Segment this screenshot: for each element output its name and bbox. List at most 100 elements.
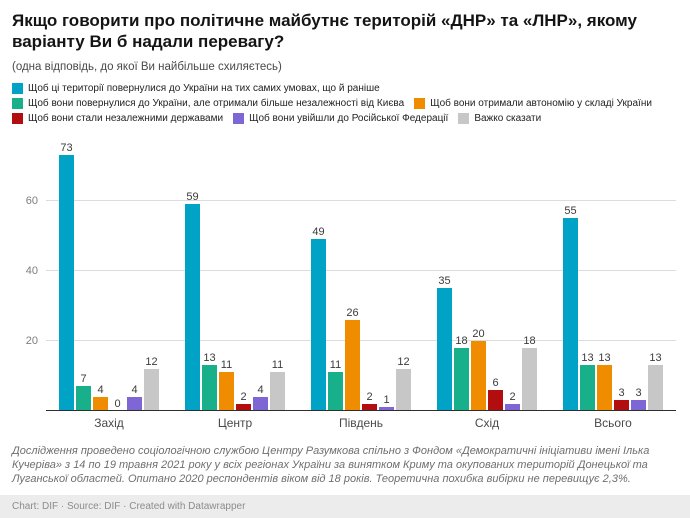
legend-item: Щоб вони отримали автономію у складі Укр… xyxy=(414,97,652,109)
bar-wrapper: 11 xyxy=(328,359,343,411)
bar xyxy=(563,218,578,411)
attribution-bar: Chart: DIF · Source: DIF · Created with … xyxy=(0,495,690,518)
y-axis-tick-label: 20 xyxy=(25,334,38,347)
bar xyxy=(379,407,394,411)
bar xyxy=(127,396,142,411)
bar-value-label: 35 xyxy=(438,275,451,287)
legend-label: Щоб вони стали незалежними державами xyxy=(28,112,224,124)
bar-wrapper: 2 xyxy=(362,391,377,411)
bar-value-label: 4 xyxy=(131,383,138,396)
bar xyxy=(580,365,595,411)
bar-group: 59 13 11 2 4 11 xyxy=(172,138,298,411)
bar-wrapper: 11 xyxy=(270,359,285,411)
bar-value-label: 11 xyxy=(271,359,284,371)
bar-wrapper: 26 xyxy=(345,307,360,411)
bar-value-label: 6 xyxy=(492,376,499,389)
footnote: Дослідження проведено соціологічною служ… xyxy=(12,444,650,486)
legend-item: Щоб ці території повернулися до України … xyxy=(12,82,380,94)
bar-value-label: 4 xyxy=(97,383,104,396)
legend-swatch xyxy=(233,112,245,124)
bar-wrapper: 49 xyxy=(311,226,326,411)
bar xyxy=(362,403,377,411)
bar-value-label: 7 xyxy=(80,373,87,385)
bar-groups: 73 7 4 0 4 12 59 13 11 2 4 11 49 11 26 2 1 12 35 18 20 6 2 18 55… xyxy=(46,138,676,411)
legend-item: Щоб вони увійшли до Російської Федерації xyxy=(233,112,449,124)
x-axis-label: Всього xyxy=(594,415,632,430)
bar-group: 49 11 26 2 1 12 xyxy=(298,138,424,411)
bar-value-label: 12 xyxy=(145,355,158,368)
bar-value-label: 2 xyxy=(240,390,247,403)
bar-value-label: 13 xyxy=(598,352,611,364)
bar xyxy=(597,365,612,411)
bar xyxy=(522,347,537,411)
bar xyxy=(59,155,74,411)
bar-wrapper: 13 xyxy=(648,352,663,411)
bar xyxy=(505,403,520,411)
gridline xyxy=(46,339,676,341)
legend-label: Важко сказати xyxy=(474,112,542,124)
y-axis-tick-label: 40 xyxy=(25,264,38,277)
legend-swatch xyxy=(458,112,470,124)
bar-wrapper: 4 xyxy=(93,384,108,411)
bar xyxy=(253,396,268,411)
bar-value-label: 3 xyxy=(618,387,625,399)
bar-wrapper: 55 xyxy=(563,205,578,411)
bar xyxy=(631,400,646,411)
bar-value-label: 2 xyxy=(366,390,373,403)
bar-value-label: 1 xyxy=(383,394,390,406)
bar-value-label: 49 xyxy=(312,226,325,238)
bar-wrapper: 0 xyxy=(110,398,125,411)
legend-label: Щоб вони повернулися до України, але отр… xyxy=(28,97,405,109)
bar-wrapper: 1 xyxy=(379,394,394,411)
bar xyxy=(396,368,411,411)
bar-value-label: 11 xyxy=(329,359,342,371)
bar-wrapper: 73 xyxy=(59,142,74,411)
bar-wrapper: 18 xyxy=(522,335,537,411)
bar xyxy=(202,365,217,411)
bar-wrapper: 6 xyxy=(488,377,503,411)
bar-value-label: 18 xyxy=(455,334,468,347)
bar-wrapper: 20 xyxy=(471,328,486,411)
legend-swatch xyxy=(414,97,426,109)
bar-value-label: 2 xyxy=(509,390,516,403)
x-axis-label: Центр xyxy=(217,415,253,430)
chart-card: Якщо говорити про політичне майбутнє тер… xyxy=(12,11,678,486)
bar-wrapper: 4 xyxy=(253,384,268,411)
bar xyxy=(328,372,343,411)
bar xyxy=(648,365,663,411)
bar-group: 35 18 20 6 2 18 xyxy=(424,138,550,411)
bar-wrapper: 13 xyxy=(202,352,217,411)
bar xyxy=(93,396,108,411)
bar-value-label: 13 xyxy=(203,352,216,364)
bar xyxy=(236,403,251,411)
bar-value-label: 12 xyxy=(397,355,410,368)
legend-label: Щоб ці території повернулися до України … xyxy=(28,82,380,94)
bar-wrapper: 11 xyxy=(219,359,234,411)
bar-value-label: 13 xyxy=(649,352,662,364)
legend-item: Важко сказати xyxy=(458,112,542,124)
x-axis-baseline xyxy=(46,409,676,411)
bar xyxy=(454,347,469,411)
legend-swatch xyxy=(12,82,23,94)
bar-wrapper: 3 xyxy=(614,387,629,411)
bar-group: 73 7 4 0 4 12 xyxy=(46,138,172,411)
bar-group: 55 13 13 3 3 13 xyxy=(550,138,676,411)
legend: Щоб ці території повернулися до України … xyxy=(12,82,678,124)
x-axis-labels: Захід Центр Південь Схід Всього xyxy=(46,416,676,430)
bar xyxy=(488,389,503,411)
bar-value-label: 0 xyxy=(114,397,121,410)
bar-value-label: 3 xyxy=(635,387,642,399)
bar-wrapper: 13 xyxy=(597,352,612,411)
bar-value-label: 20 xyxy=(472,327,485,340)
bar-value-label: 73 xyxy=(60,142,73,154)
x-axis-label: Південь xyxy=(338,415,384,430)
bar-value-label: 4 xyxy=(257,383,264,396)
legend-label: Щоб вони увійшли до Російської Федерації xyxy=(249,112,449,124)
legend-item: Щоб вони повернулися до України, але отр… xyxy=(12,97,405,109)
bar xyxy=(76,386,91,411)
bar xyxy=(270,372,285,411)
bar-value-label: 18 xyxy=(523,334,536,347)
gridline xyxy=(46,269,676,271)
bar xyxy=(185,204,200,411)
bar-wrapper: 35 xyxy=(437,275,452,411)
